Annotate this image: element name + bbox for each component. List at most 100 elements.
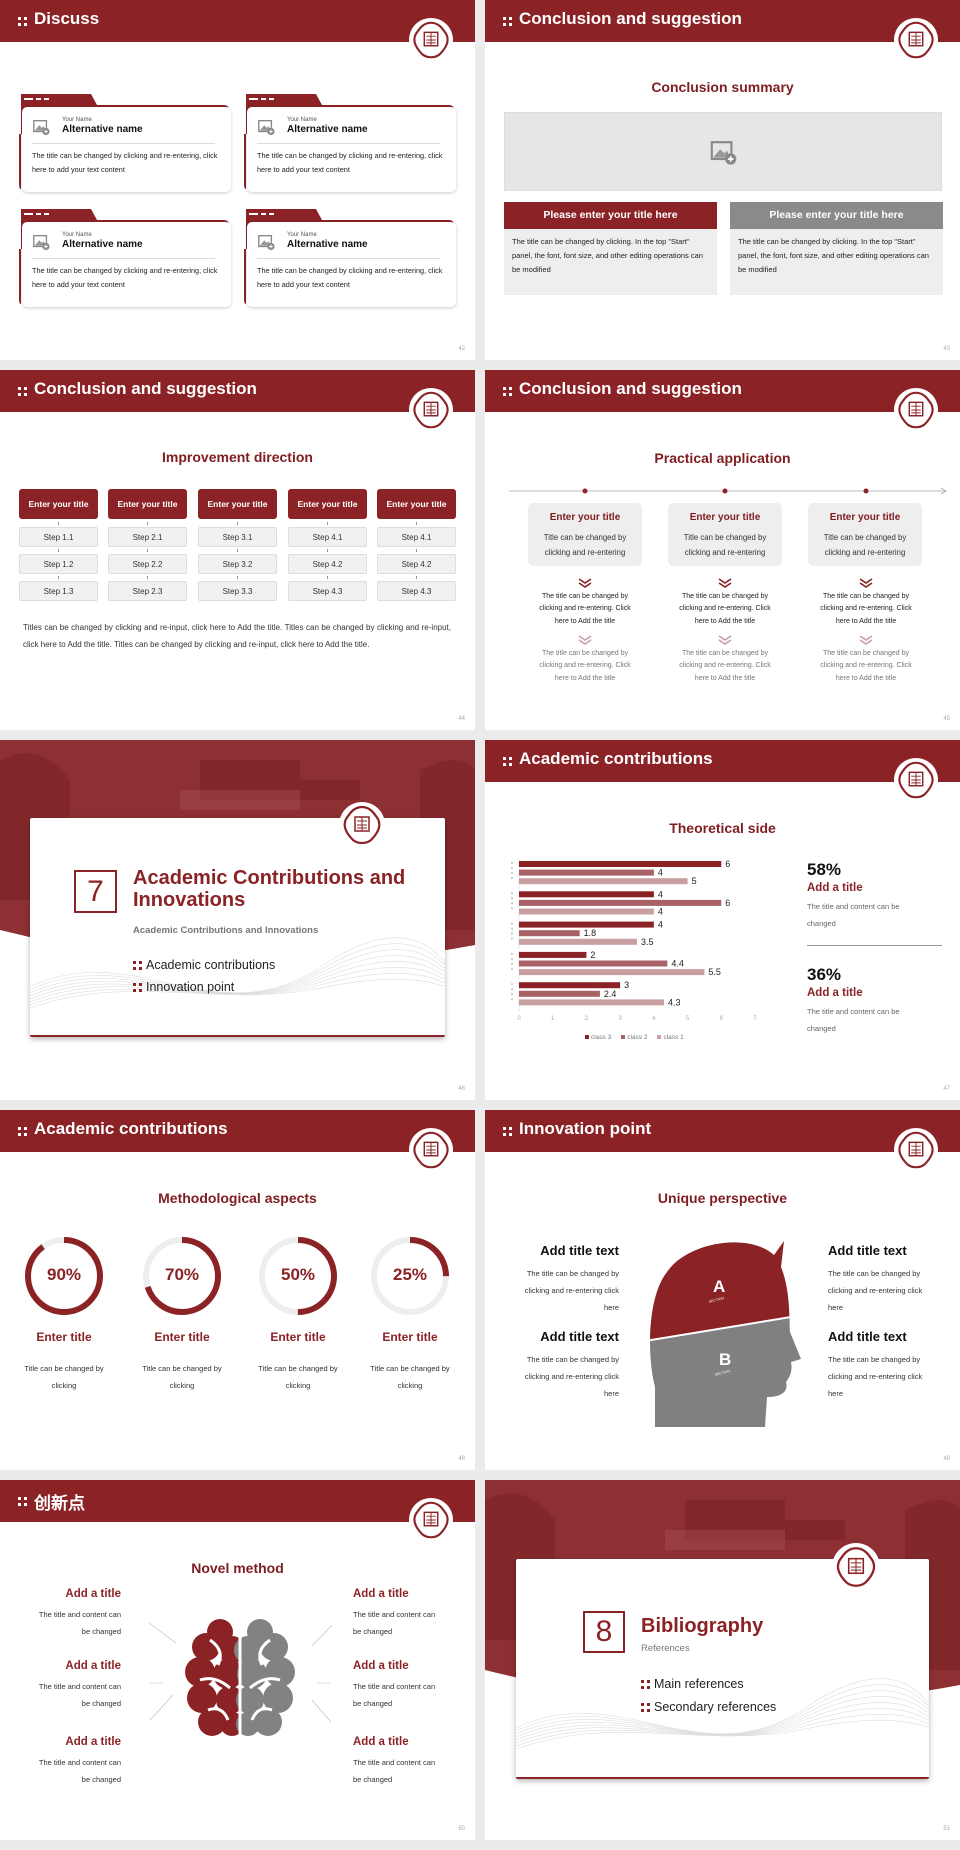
wave-line: [29, 966, 446, 1002]
page-number: 44: [458, 716, 465, 722]
legend-item[interactable]: class 2: [621, 1034, 647, 1041]
legend-item[interactable]: class 1: [657, 1034, 684, 1041]
application-card[interactable]: Enter your title Title can be changed by …: [668, 503, 782, 566]
item-text: The title can be changed by clicking and…: [828, 1355, 923, 1398]
column-title[interactable]: Enter your title: [198, 489, 277, 519]
step-box[interactable]: Step 2.1: [108, 527, 187, 547]
step-box[interactable]: Step 4.1: [377, 527, 456, 547]
timeline-dot: [582, 488, 588, 494]
step-box[interactable]: Step 2.3: [108, 581, 187, 601]
section-item[interactable]: Main references: [654, 1677, 744, 1691]
slide-title: Conclusion and suggestion: [519, 379, 742, 398]
bar-class-3: [519, 921, 654, 928]
bar-class-2: [519, 869, 654, 876]
bar-value-label: 2.4: [604, 989, 617, 999]
application-card[interactable]: Enter your title Title can be changed by …: [808, 503, 922, 566]
card-label: Your Name: [287, 232, 317, 238]
box-text: The title can be changed by clicking. In…: [730, 229, 943, 295]
column-title[interactable]: Enter your title: [19, 489, 98, 519]
profile-card[interactable]: Your Name Alternative name The title can b…: [19, 209, 231, 308]
slide-45: Conclusion and suggestion 45 Practical app…: [485, 370, 960, 730]
profile-card[interactable]: Your Name Alternative name The title can b…: [244, 94, 456, 193]
slide-header: Academic contributions: [485, 740, 960, 782]
bar-class-2: [519, 990, 600, 997]
bar-value-label: 3: [624, 980, 629, 990]
logo-rose-outline: [413, 391, 449, 429]
step-box[interactable]: Step 1.2: [19, 554, 98, 574]
wave-line: [29, 978, 446, 1008]
x-tick-label: 7: [753, 1016, 757, 1022]
logo-emblem-detail: [357, 817, 367, 831]
ring-text: Title can be changed by clicking: [370, 1364, 450, 1390]
step-box[interactable]: Step 4.1: [288, 527, 367, 547]
profile-card[interactable]: Your Name Alternative name The title can b…: [19, 94, 231, 193]
section-subtitle: Practical application: [654, 450, 791, 466]
item-title: Add title text: [540, 1329, 619, 1344]
icon-plus: [44, 129, 48, 134]
bar-class-1: [519, 969, 705, 976]
card-divider: [32, 258, 215, 259]
logo-emblem-detail: [911, 772, 921, 786]
icon-mountain: [34, 125, 46, 131]
card-body: Your Name Alternative name The title can b…: [22, 222, 231, 307]
x-tick-label: 2: [585, 1016, 589, 1022]
step-box[interactable]: Step 4.3: [377, 581, 456, 601]
grid-dots-icon: [133, 961, 142, 970]
item-text: The title and content can be changed: [38, 1758, 121, 1784]
section-subtitle: Improvement direction: [162, 449, 313, 465]
step-box[interactable]: Step 1.3: [19, 581, 98, 601]
step-box[interactable]: Step 4.2: [377, 554, 456, 574]
step-box[interactable]: Step 4.2: [288, 554, 367, 574]
step-box[interactable]: Step 4.3: [288, 581, 367, 601]
image-placeholder[interactable]: [504, 112, 942, 191]
bar-value-label: 4.4: [671, 959, 684, 969]
box-title[interactable]: Please enter your title here: [730, 202, 943, 229]
chevron: [859, 635, 873, 645]
item-title: Add a title: [353, 1660, 409, 1672]
item-title: Add a title: [65, 1588, 121, 1600]
ring-title: Enter title: [154, 1330, 210, 1344]
wave-line: [29, 948, 446, 994]
double-chevron-down-icon: [578, 635, 592, 645]
application-card[interactable]: Enter your title Title can be changed by …: [528, 503, 642, 566]
column-title[interactable]: Enter your title: [288, 489, 367, 519]
connector-dot: [327, 576, 328, 579]
section-item[interactable]: Secondary references: [654, 1700, 777, 1714]
column-title[interactable]: Enter your title: [108, 489, 187, 519]
ring-percent: 90%: [46, 1265, 82, 1284]
slide-50: 创新点 50 Novel method Add a title The title an…: [0, 1480, 475, 1840]
grid-dots-icon: [18, 387, 27, 396]
step-box[interactable]: Step 3.2: [198, 554, 277, 574]
card-text: The title can be changed by clicking and…: [32, 151, 218, 174]
step-box[interactable]: Step 3.3: [198, 581, 277, 601]
section-item[interactable]: Academic contributions: [146, 958, 276, 972]
section-caption: SECTION: [714, 1369, 731, 1377]
step-box[interactable]: Step 3.1: [198, 527, 277, 547]
section-item[interactable]: Innovation point: [146, 980, 235, 994]
legend-item[interactable]: class 3: [585, 1034, 611, 1041]
logo-emblem-detail: [911, 402, 921, 416]
step-box[interactable]: Step 2.2: [108, 554, 187, 574]
profile-card[interactable]: Your Name Alternative name The title can b…: [244, 209, 456, 308]
box-title[interactable]: Please enter your title here: [504, 202, 717, 229]
photo-windows: [180, 790, 300, 810]
column-title[interactable]: Enter your title: [377, 489, 456, 519]
connector-dot: [147, 576, 148, 579]
ring-text: Title can be changed by clicking: [258, 1364, 338, 1390]
slide-44: Conclusion and suggestion 44 Improvement d…: [0, 370, 475, 730]
slide-43: Conclusion and suggestion 43 Conclusion su…: [485, 0, 960, 360]
section-subtitle: Theoretical side: [669, 820, 776, 836]
section-title: Bibliography: [641, 1615, 764, 1637]
wave-line: [515, 1684, 930, 1735]
box-text: The title can be changed by clicking. In…: [504, 229, 717, 295]
ring-text: Title can be changed by clicking: [142, 1364, 222, 1390]
card-divider: [32, 143, 215, 144]
legend-label: class 3: [591, 1034, 612, 1041]
bar-value-label: 5: [692, 876, 697, 886]
bar-value-label: 6: [725, 898, 730, 908]
item-text: The title and content can be changed: [353, 1610, 436, 1636]
slide-51: 51 8 Bibliography References Main references…: [485, 1480, 960, 1840]
page-number: 46: [458, 1086, 465, 1092]
ring-progress: [371, 1237, 449, 1315]
step-box[interactable]: Step 1.1: [19, 527, 98, 547]
